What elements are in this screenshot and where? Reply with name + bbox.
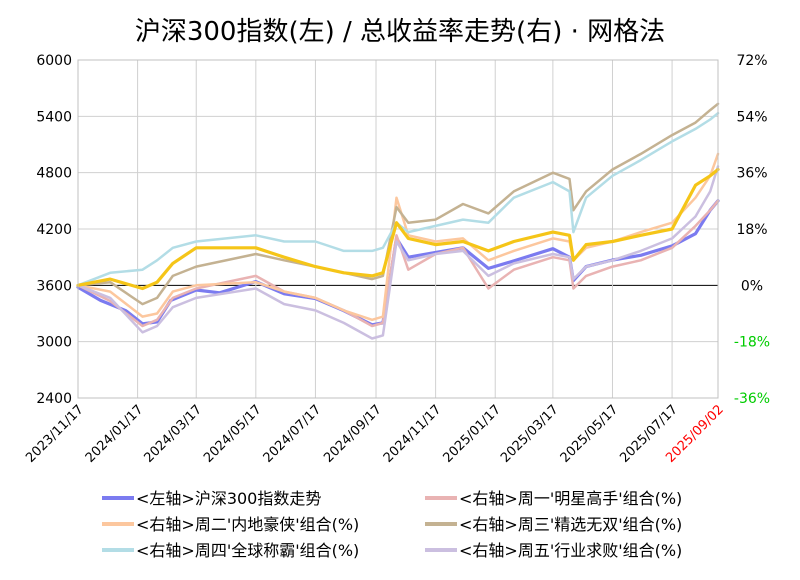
- legend-label: <右轴>周五'行业求败'组合(%): [459, 541, 682, 560]
- right-tick-label: -18%: [734, 335, 770, 351]
- series-lines: [76, 102, 720, 340]
- left-tick-label: 3000: [36, 335, 72, 351]
- left-axis-ticks: 6000 5400 4800 4200 3600 3000 2400: [36, 53, 72, 407]
- x-tick-label: 2024/03/17: [141, 402, 205, 466]
- right-axis-ticks: 72% 54% 36% 18% 0% -18% -36%: [734, 53, 770, 407]
- series-line: [76, 167, 720, 291]
- x-tick-label: 2024/07/17: [261, 402, 325, 466]
- right-tick-label: 72%: [736, 53, 767, 69]
- legend-label: <右轴>周一'明星高手'组合(%): [459, 489, 682, 508]
- x-tick-label: 2024/09/17: [321, 402, 385, 466]
- x-tick-label: 2024/11/17: [381, 402, 445, 466]
- x-tick-label: 2023/11/17: [23, 402, 87, 466]
- series-line: [76, 111, 720, 287]
- x-tick-label: 2025/01/17: [440, 402, 504, 466]
- right-tick-label: 36%: [736, 166, 767, 182]
- right-tick-label: 18%: [736, 222, 767, 238]
- legend-label: <右轴>周三'精选无双'组合(%): [459, 515, 682, 534]
- x-axis-ticks: 2023/11/172024/01/172024/03/172024/05/17…: [23, 402, 727, 466]
- legend-label: <左轴>沪深300指数走势: [136, 489, 321, 508]
- x-tick-label: 2024/01/17: [83, 402, 147, 466]
- series-line: [76, 165, 720, 340]
- series-line: [76, 102, 720, 306]
- legend-label: <右轴>周二'内地豪侠'组合(%): [136, 515, 359, 534]
- left-tick-label: 4800: [36, 166, 72, 182]
- left-tick-label: 4200: [36, 222, 72, 238]
- left-tick-label: 5400: [36, 109, 72, 125]
- right-tick-label: 0%: [741, 278, 763, 294]
- series-line: [76, 199, 720, 328]
- left-tick-label: 2400: [36, 391, 72, 407]
- grid-lines: [77, 59, 718, 399]
- plot-frame: [77, 59, 719, 399]
- x-tick-label: 2025/03/17: [498, 402, 562, 466]
- chart-title: 沪深300指数(左) / 总收益率走势(右) · 网格法: [135, 17, 665, 47]
- legend: <左轴>沪深300指数走势 <右轴>周一'明星高手'组合(%) <右轴>周二'内地豪…: [102, 489, 682, 560]
- right-tick-label: -36%: [734, 391, 770, 407]
- x-tick-label: 2025/05/17: [558, 402, 622, 466]
- left-tick-label: 3600: [36, 278, 72, 294]
- right-tick-label: 54%: [736, 109, 767, 125]
- x-tick-label: 2024/05/17: [201, 402, 265, 466]
- left-tick-label: 6000: [36, 53, 72, 69]
- legend-label: <右轴>周四'全球称霸'组合(%): [136, 541, 359, 560]
